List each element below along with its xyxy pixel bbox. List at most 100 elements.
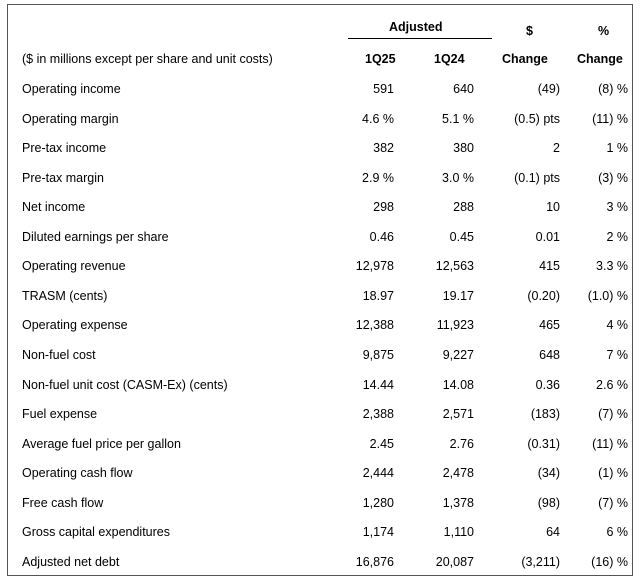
row-label: Non-fuel cost: [22, 347, 96, 362]
value-percent-change: (11) %: [592, 111, 628, 126]
table-row: Diluted earnings per share 0.46 0.45 0.01 2 …: [8, 230, 634, 259]
table-row: Operating margin 4.6 % 5.1 % (0.5) pts (11) …: [8, 112, 634, 141]
value-percent-change: (1.0) %: [587, 288, 628, 303]
row-label: Non-fuel unit cost (CASM-Ex) (cents): [22, 377, 228, 392]
value-1q24: 20,087: [435, 554, 474, 569]
row-label: Gross capital expenditures: [22, 525, 170, 540]
value-dollar-change: 64: [546, 525, 560, 540]
value-percent-change: (11) %: [592, 436, 628, 451]
value-1q24: 2,571: [442, 407, 474, 422]
table-row: Average fuel price per gallon 2.45 2.76 (0.…: [8, 437, 634, 466]
value-1q24: 640: [453, 82, 474, 96]
value-1q24: 11,923: [436, 318, 474, 333]
value-1q25: 298: [373, 200, 394, 215]
header-dollar-symbol: $: [526, 24, 533, 38]
value-dollar-change: (49): [537, 82, 560, 96]
row-label: TRASM (cents): [22, 288, 108, 303]
value-1q25: 1,280: [362, 495, 394, 510]
value-1q25: 14.44: [362, 377, 394, 392]
table-row: Non-fuel cost 9,875 9,227 648 7 %: [8, 348, 634, 377]
table-row: Pre-tax income 382 380 2 1 %: [8, 141, 634, 170]
value-1q24: 12,563: [435, 259, 474, 274]
row-label: Operating margin: [22, 111, 119, 126]
table-row: Operating revenue 12,978 12,563 415 3.3 %: [8, 259, 634, 288]
value-1q25: 2.45: [369, 436, 394, 451]
value-dollar-change: (0.31): [527, 436, 560, 451]
value-percent-change: 6 %: [606, 525, 628, 540]
value-percent-change: 2 %: [606, 229, 628, 244]
value-1q24: 2,478: [442, 466, 474, 481]
value-1q24: 380: [453, 141, 474, 156]
row-label: Operating income: [22, 82, 121, 96]
header-units-label: ($ in millions except per share and unit…: [22, 52, 273, 66]
value-percent-change: (3) %: [598, 170, 628, 185]
value-percent-change: 4 %: [606, 318, 628, 333]
table-row: TRASM (cents) 18.97 19.17 (0.20) (1.0) %: [8, 289, 634, 318]
value-1q25: 2,388: [362, 407, 394, 422]
value-dollar-change: 2: [553, 141, 560, 156]
table-row: Free cash flow 1,280 1,378 (98) (7) %: [8, 496, 634, 525]
table-row: Gross capital expenditures 1,174 1,110 64 6 …: [8, 525, 634, 554]
header-dollar-change: Change: [502, 52, 548, 66]
row-label: Free cash flow: [22, 495, 104, 510]
row-label: Net income: [22, 200, 86, 215]
value-percent-change: (7) %: [598, 407, 628, 422]
value-1q24: 19.17: [442, 288, 474, 303]
value-percent-change: 3.3 %: [596, 259, 628, 274]
header-percent-symbol: %: [598, 24, 610, 38]
value-1q25: 9,875: [362, 347, 394, 362]
header-percent-change: Change: [577, 52, 623, 66]
value-dollar-change: (34): [537, 466, 560, 481]
header-1q24: 1Q24: [434, 52, 465, 66]
value-1q25: 382: [373, 141, 394, 156]
value-1q24: 288: [453, 200, 474, 215]
row-label: Operating revenue: [22, 259, 126, 274]
row-label: Operating cash flow: [22, 466, 133, 481]
value-dollar-change: (98): [537, 495, 560, 510]
value-1q25: 12,388: [355, 318, 394, 333]
value-1q25: 18.97: [362, 288, 394, 303]
value-1q25: 591: [373, 82, 394, 96]
table-row: Pre-tax margin 2.9 % 3.0 % (0.1) pts (3) %: [8, 171, 634, 200]
row-label: Pre-tax margin: [22, 170, 104, 185]
value-1q25: 12,978: [355, 259, 394, 274]
value-percent-change: 1 %: [606, 141, 628, 156]
table-row: Adjusted net debt 16,876 20,087 (3,211) (16)…: [8, 555, 634, 584]
value-dollar-change: 0.36: [535, 377, 560, 392]
value-1q25: 2,444: [362, 466, 394, 481]
value-percent-change: (1) %: [598, 466, 628, 481]
value-percent-change: (16) %: [591, 554, 628, 569]
row-label: Fuel expense: [22, 407, 98, 422]
value-1q24: 2.76: [449, 436, 474, 451]
value-dollar-change: (0.20): [527, 288, 560, 303]
value-1q24: 0.45: [449, 229, 474, 244]
row-label: Operating expense: [22, 318, 128, 333]
value-percent-change: (8) %: [598, 82, 628, 96]
table-row: Operating cash flow 2,444 2,478 (34) (1) %: [8, 466, 634, 495]
row-label: Diluted earnings per share: [22, 229, 169, 244]
value-dollar-change: 415: [539, 259, 560, 274]
table-row: Non-fuel unit cost (CASM-Ex) (cents) 14.4…: [8, 378, 634, 407]
value-1q24: 5.1 %: [442, 111, 474, 126]
value-1q25: 0.46: [369, 229, 394, 244]
value-percent-change: 2.6 %: [596, 377, 628, 392]
value-dollar-change: (0.5) pts: [514, 111, 560, 126]
value-dollar-change: (183): [530, 407, 560, 422]
value-1q24: 3.0 %: [442, 170, 474, 185]
value-dollar-change: 0.01: [535, 229, 560, 244]
value-1q25: 16,876: [355, 554, 394, 569]
value-dollar-change: 465: [539, 318, 560, 333]
value-percent-change: 7 %: [606, 347, 628, 362]
value-dollar-change: 648: [539, 347, 560, 362]
row-label: Pre-tax income: [22, 141, 107, 156]
row-label: Adjusted net debt: [22, 554, 120, 569]
value-1q25: 4.6 %: [362, 111, 394, 126]
table-row: Operating expense 12,388 11,923 465 4 %: [8, 318, 634, 347]
header-adjusted: Adjusted: [389, 20, 443, 34]
table-row: Fuel expense 2,388 2,571 (183) (7) %: [8, 407, 634, 436]
value-percent-change: 3 %: [606, 200, 628, 215]
header-adjusted-underline: [348, 38, 492, 39]
table-row: Operating income 591 640 (49) (8) %: [8, 82, 634, 111]
value-1q24: 1,110: [443, 525, 474, 540]
value-1q24: 9,227: [442, 347, 474, 362]
